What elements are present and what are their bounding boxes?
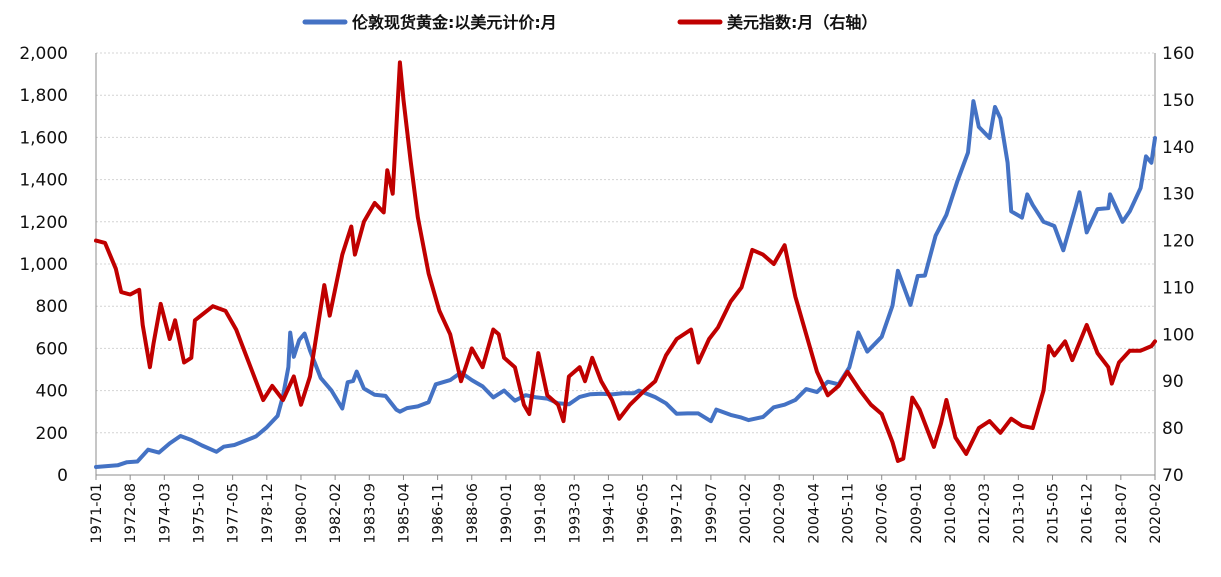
x-tick-label: 1997-12 [670,483,686,544]
x-tick-label: 1999-07 [704,483,720,544]
y-left-tick-label: 0 [57,466,68,486]
y-right-tick-label: 70 [1162,466,1184,486]
x-tick-label: 1986-11 [431,483,447,544]
x-tick-label: 1990-01 [499,483,515,544]
x-tick-label: 1972-08 [123,483,139,544]
y-left-tick-label: 800 [36,297,68,317]
x-tick-label: 1985-04 [396,483,412,544]
y-left-tick-label: 1,400 [19,171,68,191]
x-tick-label: 1982-02 [328,483,344,544]
gold-price-series-line [94,99,1157,469]
x-tick-label: 2009-01 [909,483,925,544]
y-left-tick-label: 2,000 [19,44,68,64]
dollar-index-series-line [94,60,1157,463]
x-tick-label: 2015-05 [1046,483,1062,544]
y-left-tick-label: 1,200 [19,213,68,233]
x-tick-label: 2004-04 [806,483,822,544]
axis-layer: 0 200 400 600 800 1,000 1,200 1,400 1,600 1,800 2,… [19,44,1194,544]
y-right-tick-label: 150 [1162,91,1194,111]
y-right-tick-label: 160 [1162,44,1194,64]
y-left-tick-label: 1,000 [19,255,68,275]
series-layer [94,60,1157,469]
y-right-tick-label: 80 [1162,419,1184,439]
x-tick-label: 1977-05 [226,483,242,544]
x-tick-label: 1975-10 [191,483,207,544]
x-tick-label: 1971-01 [89,483,105,544]
x-tick-label: 1974-03 [157,483,173,544]
y-left-tick-label: 1,800 [19,86,68,106]
y-left-tick-label: 400 [36,382,68,402]
y-right-tick-label: 110 [1162,278,1194,298]
x-tick-label: 1993-03 [567,483,583,544]
x-tick-label: 1991-08 [533,483,549,544]
y-right-tick-label: 90 [1162,372,1184,392]
y-right-tick-label: 140 [1162,138,1194,158]
legend: 伦敦现货黄金:以美元计价:月 美元指数:月（右轴） [302,13,877,32]
x-tick-label: 2002-09 [772,483,788,544]
x-tick-label: 1994-10 [601,483,617,544]
y-left-tick-label: 600 [36,339,68,359]
x-tick-label: 1983-09 [362,483,378,544]
x-tick-label: 2016-12 [1080,483,1096,544]
x-tick-label: 2012-03 [977,483,993,544]
legend-label: 美元指数:月（右轴） [727,13,877,32]
x-tick-label: 2018-07 [1114,483,1130,544]
x-tick-label: 2001-02 [738,483,754,544]
y-right-tick-label: 120 [1162,232,1194,252]
legend-label: 伦敦现货黄金:以美元计价:月 [352,13,557,32]
x-tick-label: 1978-12 [260,483,276,544]
x-tick-label: 2020-02 [1148,483,1164,544]
x-tick-label: 1980-07 [294,483,310,544]
x-tick-label: 2005-11 [841,483,857,544]
y-right-tick-label: 100 [1162,325,1194,345]
x-tick-label: 2013-10 [1011,483,1027,544]
x-tick-label: 1996-05 [636,483,652,544]
x-tick-label: 1988-06 [465,483,481,544]
grid-layer [96,52,1155,434]
x-tick-label: 2010-08 [943,483,959,544]
y-left-tick-label: 200 [36,424,68,444]
x-tick-label: 2007-06 [875,483,891,544]
y-left-tick-label: 1,600 [19,128,68,148]
y-right-tick-label: 130 [1162,185,1194,205]
